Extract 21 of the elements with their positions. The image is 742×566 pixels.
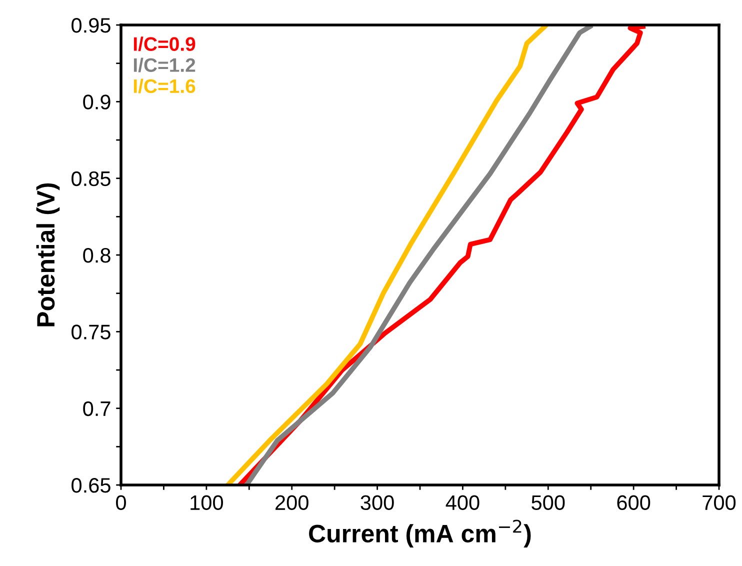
y-tick-label: 0.85 — [72, 171, 110, 186]
y-tick-label: 0.7 — [83, 401, 110, 416]
x-tick-label: 300 — [360, 495, 394, 510]
y-tick-label: 0.95 — [72, 18, 110, 33]
x-tick-label: 600 — [617, 495, 650, 510]
text: I/C=1.2 — [134, 58, 196, 72]
y-tick-label: 0.75 — [72, 324, 110, 340]
y-tick-label: 0.8 — [83, 248, 110, 263]
x-axis-title: Current (mA cm$^{−2}$) — [309, 520, 531, 548]
x-tick-label: 0 — [116, 495, 126, 510]
y-tick-label: 0.65 — [72, 478, 110, 493]
x-tick-label: 400 — [446, 495, 480, 510]
line-series — [225, 25, 548, 485]
x-tick-label: 500 — [532, 495, 565, 510]
text: I/C=1.6 — [134, 78, 196, 94]
x-tick-label: 200 — [276, 495, 308, 510]
y-tick-label: 0.9 — [83, 94, 110, 110]
x-tick-label: 700 — [702, 495, 736, 510]
x-tick-label: 100 — [190, 495, 223, 510]
text: I/C=0.9 — [134, 36, 196, 52]
y-axis-title: Potential (V) — [36, 183, 60, 326]
